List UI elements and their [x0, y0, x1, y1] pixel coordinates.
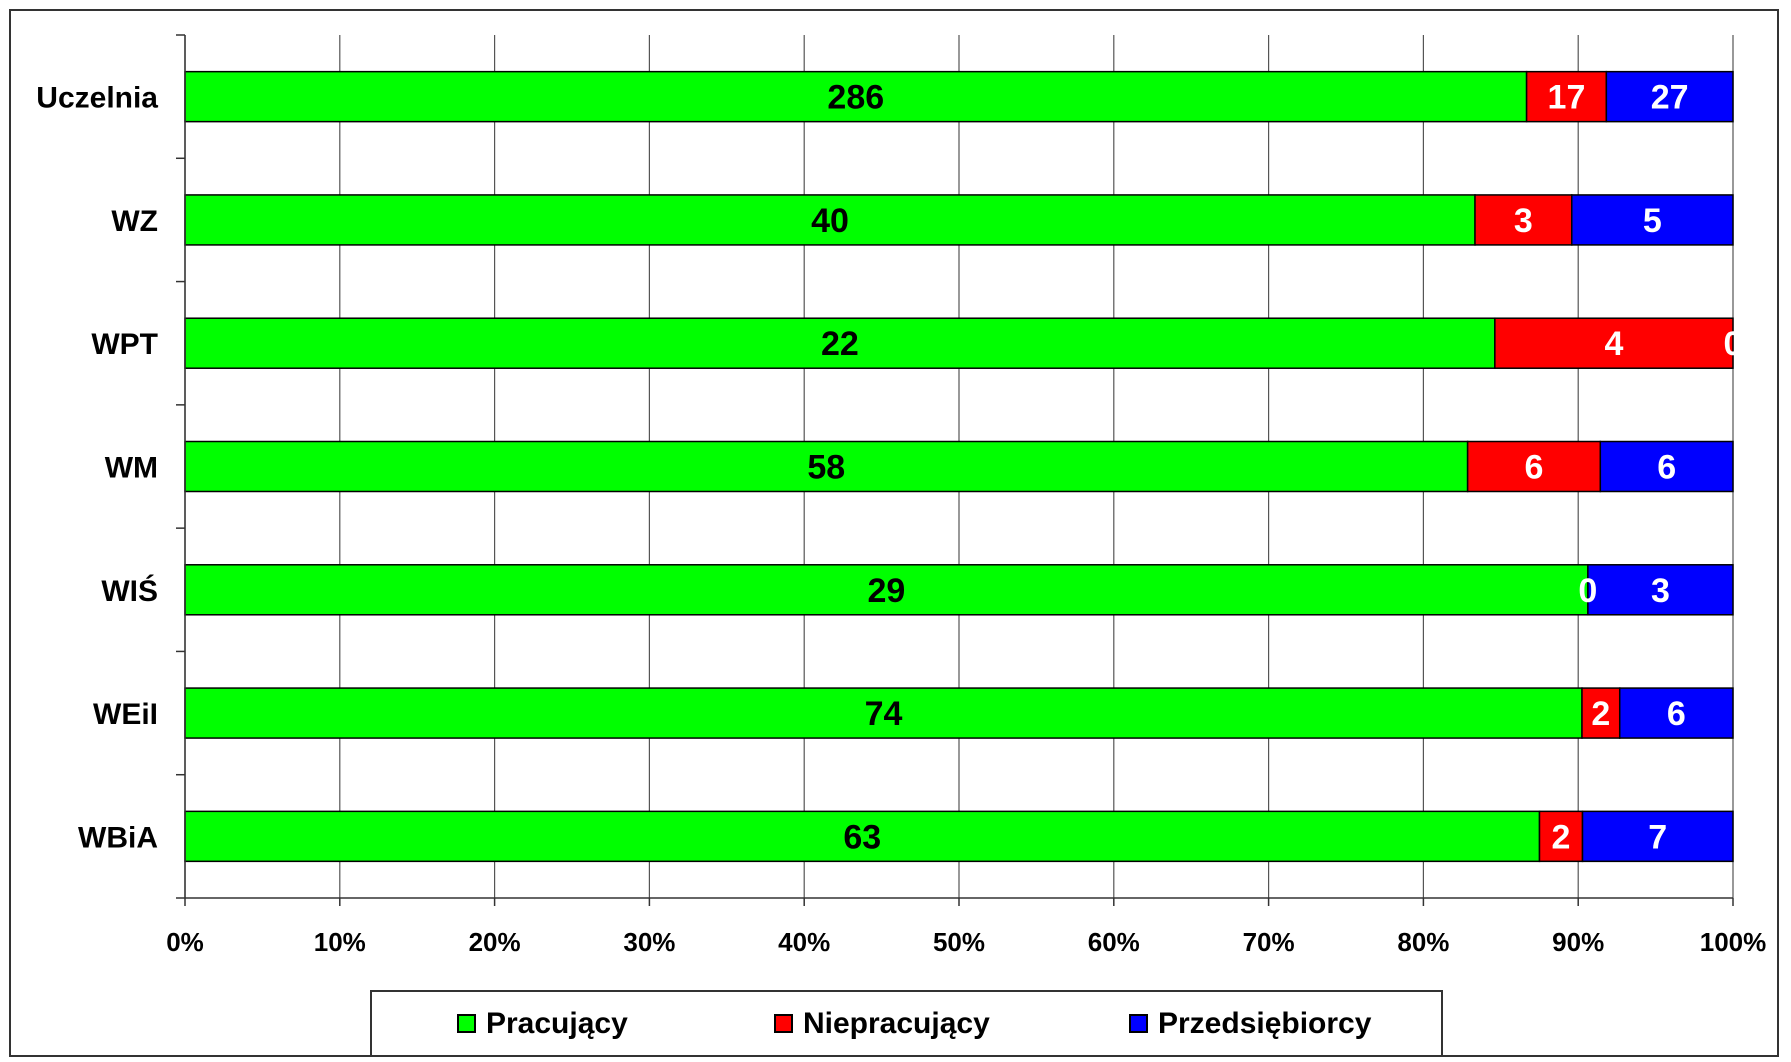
data-label: 5	[1643, 202, 1662, 240]
legend-swatch-niepracujacy	[774, 1014, 793, 1033]
bar-segment	[1494, 317, 1734, 369]
bar-segment	[1571, 194, 1734, 246]
data-label: 0	[1578, 572, 1597, 610]
legend-label-niepracujacy: Niepracujący	[803, 1006, 990, 1040]
bar-segment	[1618, 687, 1734, 739]
x-tick-label: 60%	[1088, 927, 1140, 957]
category-label: WEiI	[93, 698, 158, 731]
data-label: 6	[1525, 449, 1544, 487]
x-tick-label: 100%	[1700, 927, 1767, 957]
bar-segment	[184, 564, 1589, 616]
x-tick-label: 0%	[166, 927, 204, 957]
data-label: 4	[1604, 325, 1623, 363]
data-label: 3	[1514, 202, 1533, 240]
bar-segment	[1587, 564, 1734, 616]
bar-segment	[1466, 440, 1602, 493]
legend-swatch-przedsiebiorcy	[1129, 1014, 1148, 1033]
chart-frame	[9, 9, 1779, 1057]
category-label: Uczelnia	[36, 82, 158, 115]
x-tick-label: 50%	[933, 927, 985, 957]
legend-item-niepracujacy: Niepracujący	[774, 992, 990, 1055]
legend-label-przedsiebiorcy: Przedsiębiorcy	[1158, 1006, 1372, 1040]
category-label: WIŚ	[101, 574, 158, 608]
bar-segment	[1581, 810, 1734, 863]
bar-segment	[184, 194, 1476, 246]
x-tick-label: 90%	[1552, 927, 1604, 957]
data-label: 63	[843, 818, 881, 856]
data-label: 2	[1591, 695, 1610, 733]
bar-segment	[1581, 687, 1621, 739]
bar-segment	[184, 810, 1541, 863]
data-label: 6	[1667, 695, 1686, 733]
x-tick-label: 20%	[469, 927, 521, 957]
legend-swatch-pracujacy	[457, 1014, 476, 1033]
data-label: 0	[1724, 325, 1743, 363]
data-label: 40	[811, 202, 849, 240]
legend-item-przedsiebiorcy: Przedsiębiorcy	[1129, 992, 1371, 1055]
bar-segment	[184, 440, 1469, 493]
data-label: 22	[821, 325, 859, 363]
bar-segment	[1599, 440, 1734, 493]
x-tick-label: 30%	[623, 927, 675, 957]
data-label: 6	[1657, 449, 1676, 487]
bar-segment	[1474, 194, 1573, 246]
bar-segment	[1538, 810, 1584, 863]
x-tick-label: 80%	[1397, 927, 1449, 957]
data-label: 27	[1651, 79, 1689, 117]
x-tick-label: 10%	[314, 927, 366, 957]
data-label: 286	[827, 79, 884, 117]
legend-label-pracujacy: Pracujący	[486, 1006, 628, 1040]
x-tick-label: 40%	[778, 927, 830, 957]
data-label: 7	[1648, 818, 1667, 856]
category-label: WPT	[91, 328, 158, 361]
category-label: WZ	[111, 205, 158, 238]
legend-item-pracujacy: Pracujący	[457, 992, 628, 1055]
data-label: 58	[807, 449, 845, 487]
data-label: 17	[1548, 79, 1586, 117]
x-tick-label: 70%	[1243, 927, 1295, 957]
data-label: 3	[1651, 572, 1670, 610]
bar-segment	[1605, 70, 1734, 123]
axis-layer: 0% 10% 20% 30% 40% 50% 60% 70% 80% 90% 100%	[166, 34, 1767, 957]
data-label: 29	[868, 572, 906, 610]
category-label: WBiA	[78, 821, 158, 854]
data-label: 74	[865, 695, 903, 733]
bars-layer	[184, 70, 1734, 863]
legend: Pracujący Niepracujący Przedsiębiorcy	[370, 990, 1443, 1057]
category-label: WM	[105, 452, 158, 485]
bar-segment	[184, 70, 1528, 123]
bar-segment	[184, 687, 1583, 739]
data-label: 2	[1552, 818, 1571, 856]
